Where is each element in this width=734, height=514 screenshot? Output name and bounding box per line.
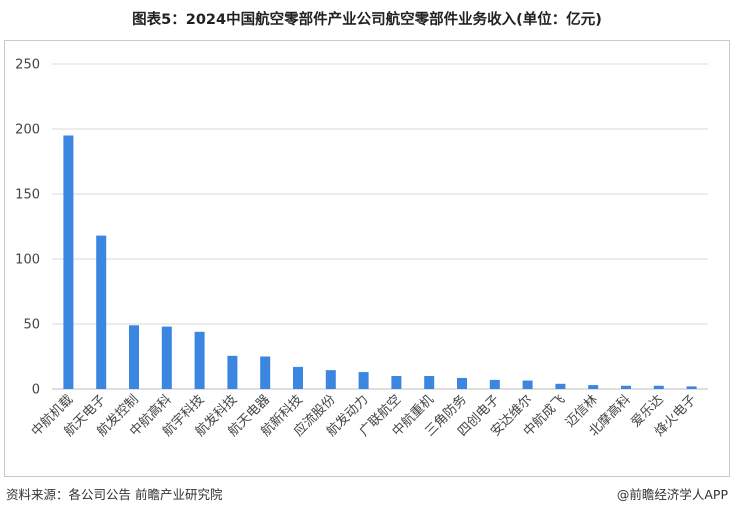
- bar: [489, 379, 500, 389]
- bar: [522, 380, 533, 389]
- bar: [227, 355, 238, 389]
- y-tick-label: 250: [15, 58, 40, 73]
- bar: [260, 356, 271, 389]
- bar: [129, 325, 139, 389]
- bar: [686, 386, 697, 389]
- bar: [457, 377, 467, 389]
- bar: [161, 326, 172, 389]
- chart-title: 图表5：2024中国航空零部件产业公司航空零部件业务收入(单位：亿元): [132, 12, 602, 28]
- bar: [424, 376, 435, 389]
- bar: [653, 385, 664, 389]
- source-note: 资料来源：各公司公告 前瞻产业研究院: [6, 487, 223, 502]
- y-tick-label: 100: [15, 253, 40, 268]
- bar: [325, 370, 336, 389]
- x-axis-ticks: 中航机载航天电子航发控制中航高科航宇科技航发科技航天电器航新科技应流股份航发动力…: [28, 392, 699, 440]
- bar: [391, 376, 402, 389]
- y-tick-label: 200: [15, 123, 40, 138]
- bar: [555, 383, 566, 389]
- chart-frame: [4, 40, 730, 477]
- bar: [194, 331, 205, 389]
- bar: [96, 235, 107, 389]
- brand-label: @前瞻经济学人APP: [616, 487, 728, 502]
- bars: [63, 135, 697, 389]
- y-tick-label: 150: [15, 188, 40, 203]
- bar: [621, 385, 631, 389]
- y-tick-label: 50: [23, 318, 40, 333]
- y-axis-ticks: 0 50 100 150 200 250: [15, 58, 40, 398]
- y-tick-label: 0: [32, 383, 40, 398]
- bar: [358, 372, 369, 389]
- bar: [63, 135, 74, 389]
- bar: [588, 385, 599, 389]
- grid-lines: [52, 63, 708, 390]
- bar: [293, 366, 303, 389]
